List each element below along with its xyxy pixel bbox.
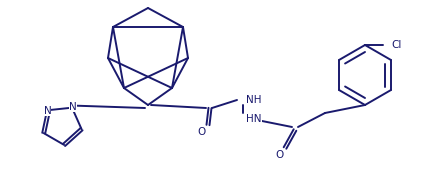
- Text: O: O: [198, 127, 206, 137]
- Text: HN: HN: [246, 114, 261, 124]
- Text: O: O: [275, 150, 283, 160]
- Text: NH: NH: [246, 95, 261, 105]
- Text: Cl: Cl: [391, 40, 401, 50]
- Text: N: N: [44, 106, 51, 116]
- Text: N: N: [69, 102, 77, 112]
